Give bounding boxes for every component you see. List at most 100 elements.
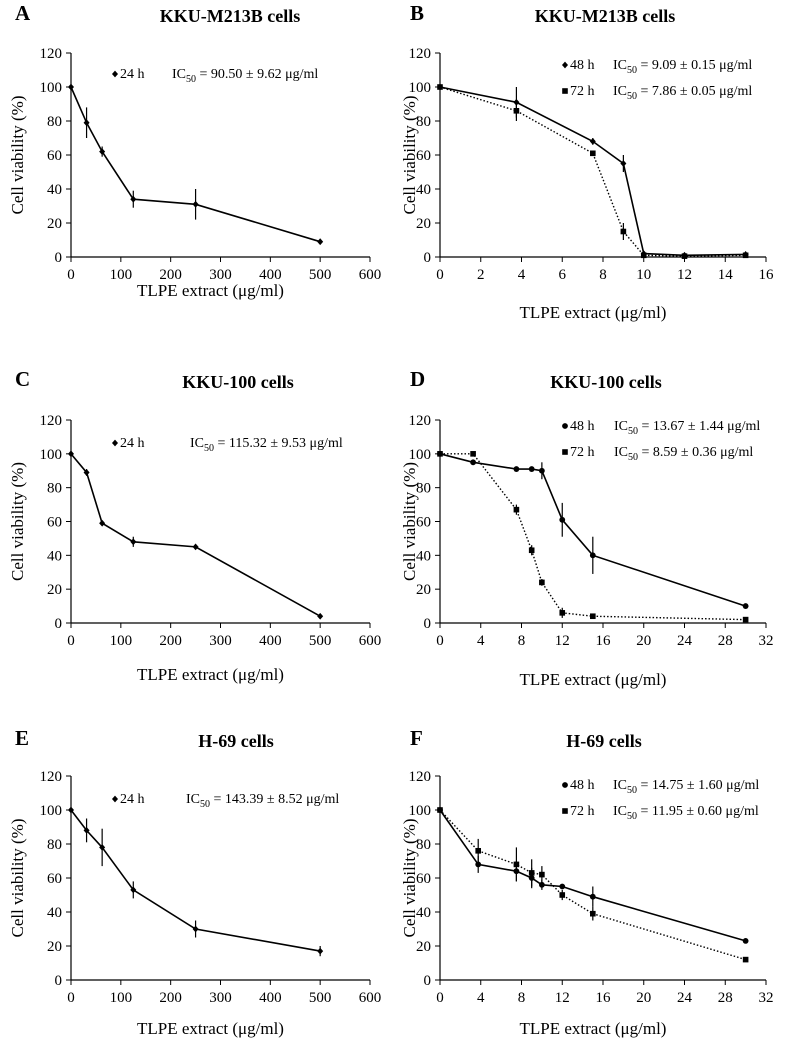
y-tick-label: 20 (416, 939, 431, 955)
data-point (130, 886, 137, 894)
data-point (538, 467, 545, 474)
ic50-text: IC50 = 13.67 ± 1.44 μg/ml (614, 419, 760, 437)
data-point (317, 238, 324, 246)
y-tick-label: 0 (55, 973, 63, 989)
series-line (439, 86, 746, 257)
x-tick-label: 12 (555, 990, 570, 1006)
x-tick-label: 8 (518, 990, 526, 1006)
data-point (470, 459, 477, 466)
x-tick-label: 0 (436, 990, 444, 1006)
y-tick-label: 100 (409, 80, 432, 96)
data-point (470, 451, 476, 457)
ic50-text: IC50 = 9.09 ± 0.15 μg/ml (613, 58, 752, 76)
panel-c: C KKU-100 cells 0 20 40 60 80 100 120 0 100 200 300 4… (8, 367, 381, 684)
ic50-text: IC50 = 143.39 ± 8.52 μg/ml (186, 792, 339, 810)
y-tick-label: 0 (424, 250, 432, 266)
series-72-h (437, 807, 749, 963)
y-axis-label: Cell viability (%) (400, 96, 419, 215)
data-point (742, 616, 749, 623)
y-axis-label: Cell viability (%) (400, 462, 419, 581)
y-axis-label: Cell viability (%) (8, 96, 27, 215)
y-tick-label: 60 (416, 148, 431, 164)
x-tick-label: 16 (596, 990, 612, 1006)
y-tick-label: 60 (416, 871, 431, 887)
x-tick-label: 500 (309, 990, 332, 1006)
x-tick-label: 24 (677, 990, 693, 1006)
y-tick-label: 20 (47, 216, 62, 232)
x-tick-label: 600 (359, 990, 382, 1006)
x-tick-label: 0 (67, 633, 75, 649)
legend-label: 72 h (570, 84, 595, 99)
x-tick-label: 400 (259, 267, 282, 283)
data-point (317, 947, 324, 955)
x-tick-label: 16 (759, 267, 775, 283)
y-tick-label: 40 (416, 905, 431, 921)
data-point (742, 603, 749, 609)
y-tick-label: 20 (47, 939, 62, 955)
data-point (99, 148, 106, 155)
data-point (475, 861, 482, 868)
y-tick-label: 20 (416, 216, 431, 232)
legend-label: 24 h (120, 792, 145, 807)
data-point (528, 466, 535, 472)
data-point (589, 893, 596, 900)
y-tick-label: 80 (47, 114, 62, 130)
y-tick-label: 40 (47, 182, 62, 198)
data-point (681, 253, 688, 259)
data-point (528, 547, 535, 554)
panel-letter: D (410, 367, 425, 391)
x-tick-label: 200 (159, 267, 182, 283)
y-tick-label: 120 (40, 413, 63, 429)
y-tick-label: 40 (47, 905, 62, 921)
data-point (742, 252, 749, 259)
data-point (620, 160, 627, 167)
data-point (590, 613, 596, 620)
y-tick-label: 100 (40, 80, 63, 96)
y-tick-label: 60 (47, 871, 62, 887)
x-axis-label: TLPE extract (μg/ml) (520, 303, 667, 322)
data-point (528, 870, 535, 876)
data-point (559, 892, 566, 898)
data-point (475, 848, 482, 854)
data-point (68, 806, 74, 814)
series-72-h (437, 451, 749, 623)
x-axis-label: TLPE extract (μg/ml) (137, 665, 284, 684)
data-point (589, 138, 596, 145)
panel-letter: E (15, 726, 29, 750)
legend-marker (562, 61, 568, 69)
x-tick-label: 10 (636, 267, 651, 283)
y-tick-label: 100 (409, 447, 432, 463)
x-axis-label: TLPE extract (μg/ml) (137, 281, 284, 300)
data-point (99, 844, 106, 851)
y-axis-label: Cell viability (%) (8, 819, 27, 938)
y-tick-label: 120 (40, 769, 63, 785)
y-tick-label: 80 (47, 481, 62, 497)
x-tick-label: 500 (309, 267, 332, 283)
x-tick-label: 0 (67, 267, 75, 283)
y-tick-label: 0 (55, 250, 63, 266)
x-tick-label: 0 (436, 633, 444, 649)
data-point (513, 506, 520, 513)
series-24-h (68, 450, 324, 620)
legend-marker (562, 782, 568, 788)
data-point (742, 938, 749, 944)
data-point (590, 910, 596, 917)
x-tick-label: 2 (477, 267, 485, 283)
legend-label: 48 h (570, 778, 595, 793)
x-tick-label: 28 (718, 633, 733, 649)
x-tick-label: 300 (209, 267, 232, 283)
ic50-text: IC50 = 11.95 ± 0.60 μg/ml (613, 804, 759, 822)
data-point (130, 195, 137, 203)
x-axis-label: TLPE extract (μg/ml) (520, 670, 667, 689)
data-point (192, 543, 199, 551)
chart-title: H-69 cells (566, 731, 641, 751)
data-point (317, 612, 324, 620)
x-tick-label: 20 (636, 990, 651, 1006)
data-point (590, 150, 596, 157)
chart-title: H-69 cells (198, 731, 273, 751)
y-tick-label: 80 (47, 837, 62, 853)
x-tick-label: 4 (477, 633, 485, 649)
x-tick-label: 32 (759, 633, 774, 649)
x-tick-label: 0 (436, 267, 444, 283)
x-tick-label: 300 (209, 633, 232, 649)
